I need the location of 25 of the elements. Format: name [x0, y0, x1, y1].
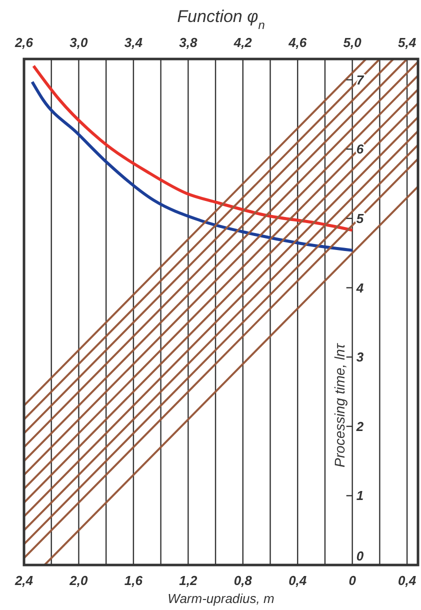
y-tick-label: 3: [356, 350, 364, 365]
y-tick-label: 4: [355, 280, 364, 296]
x-tick-label: 2,0: [68, 573, 89, 588]
x2-tick-label: 3,8: [179, 35, 198, 50]
x-tick-label: 0,8: [234, 573, 253, 588]
x-axis-title: Warm-upradius, m: [168, 591, 274, 606]
x-tick-label: 1,2: [179, 573, 198, 588]
x-tick-label: 0,4: [398, 573, 417, 588]
x2-tick-label: 4,6: [288, 35, 308, 50]
y-tick-label: 0: [356, 548, 364, 564]
y-tick-label: 2: [355, 418, 364, 434]
x-tick-label: 1,6: [124, 573, 144, 588]
y-tick-label: 1: [356, 488, 364, 504]
x2-tick-label: 5,4: [398, 35, 417, 50]
x2-tick-label: 2,6: [14, 35, 34, 50]
line-series: [32, 64, 354, 232]
x-tick-label: 2,4: [14, 573, 34, 588]
y-axis-title: Processing time, lnτ: [331, 343, 348, 468]
x-tick-label: 0,4: [288, 573, 308, 588]
x2-tick-label: 3,0: [70, 35, 89, 50]
x2-tick-label: 4,2: [232, 35, 253, 50]
x2-tick-label: 5,0: [343, 35, 362, 50]
x2-tick-label: 3,4: [124, 35, 144, 50]
line-series: [30, 80, 354, 252]
chart-title: Function φ$_{n}$: [177, 7, 266, 32]
